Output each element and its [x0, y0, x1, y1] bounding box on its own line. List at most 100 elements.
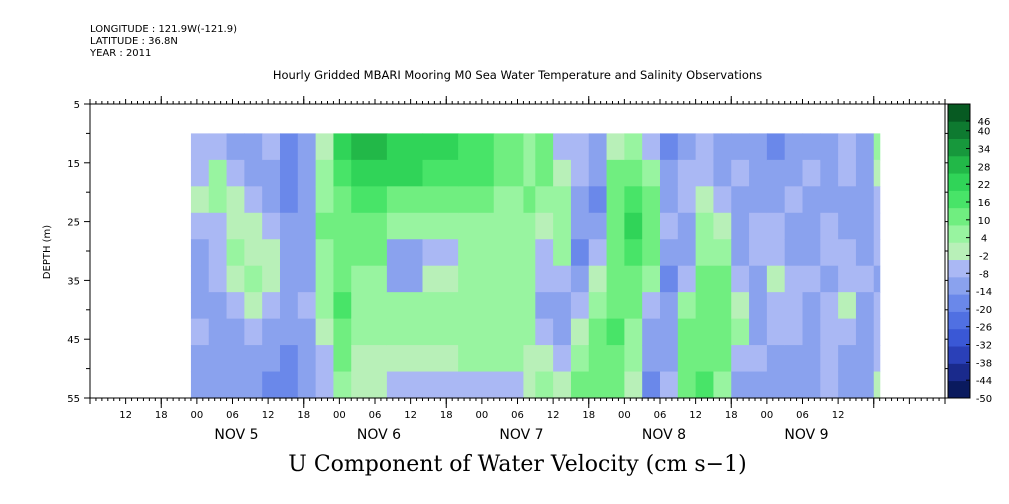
x-hour-label: 12: [547, 410, 560, 421]
heatmap-cell: [588, 186, 608, 214]
heatmap-cell: [820, 159, 839, 187]
heatmap-cell: [226, 239, 245, 267]
heatmap-cell: [749, 318, 768, 346]
heatmap-cell: [208, 186, 228, 214]
heatmap-cell: [642, 371, 661, 399]
heatmap-cell: [351, 371, 388, 399]
heatmap-cell: [190, 186, 210, 214]
heatmap-cell: [493, 239, 525, 267]
colorbar-label: -44: [976, 376, 992, 387]
colorbar-label: 40: [978, 127, 991, 138]
heatmap-cell: [784, 159, 804, 187]
heatmap-cell: [422, 318, 459, 346]
heatmap-cell: [570, 212, 590, 240]
heatmap-cell: [535, 371, 554, 399]
heatmap-cell: [766, 345, 786, 373]
heatmap-cell: [493, 371, 525, 399]
heatmap-cell: [855, 239, 875, 267]
heatmap-cell: [297, 133, 317, 161]
heatmap-cell: [523, 212, 536, 240]
heatmap-cell: [535, 186, 554, 214]
heatmap-cell: [838, 318, 857, 346]
heatmap-cell: [642, 133, 661, 161]
heatmap-cell: [493, 133, 525, 161]
x-day-label: NOV 9: [784, 427, 828, 443]
y-tick-label: 55: [67, 394, 80, 405]
heatmap-cell: [226, 265, 245, 293]
heatmap-cell: [749, 186, 768, 214]
heatmap-cell: [695, 265, 715, 293]
heatmap-cell: [280, 239, 299, 267]
y-tick-label: 15: [67, 159, 80, 170]
heatmap-cell: [677, 133, 697, 161]
x-hour-label: 18: [582, 410, 595, 421]
colorbar-swatch: [948, 311, 970, 330]
heatmap-cell: [660, 212, 679, 240]
heatmap-cell: [422, 186, 459, 214]
colorbar-label: -14: [976, 287, 992, 298]
heatmap-cell: [784, 371, 804, 399]
heatmap-cell: [838, 265, 857, 293]
heatmap-cell: [749, 133, 768, 161]
x-hour-label: 12: [404, 410, 417, 421]
heatmap-cell: [695, 239, 715, 267]
heatmap-cell: [333, 292, 352, 320]
heatmap-cell: [624, 265, 643, 293]
heatmap-cell: [802, 318, 821, 346]
x-hour-label: 18: [440, 410, 453, 421]
heatmap-cell: [624, 239, 643, 267]
heatmap-cell: [838, 371, 857, 399]
heatmap-cell: [493, 186, 525, 214]
year-label: YEAR : 2011: [90, 48, 152, 59]
heatmap-cell: [766, 371, 786, 399]
y-tick-label: 45: [67, 335, 80, 346]
heatmap-cell: [624, 371, 643, 399]
colorbar-swatch: [948, 190, 970, 209]
heatmap-cell: [838, 292, 857, 320]
heatmap-cell: [855, 133, 875, 161]
heatmap-cell: [535, 239, 554, 267]
heatmap-cell: [570, 186, 590, 214]
heatmap-cell: [523, 265, 536, 293]
heatmap-cell: [553, 212, 572, 240]
colorbar-label: 46: [978, 117, 991, 128]
x-day-label: NOV 8: [642, 427, 686, 443]
heatmap-cell: [244, 239, 263, 267]
colorbar-label: -26: [976, 323, 992, 334]
heatmap-cell: [315, 345, 335, 373]
heatmap-cell: [523, 318, 536, 346]
heatmap-cell: [315, 292, 335, 320]
heatmap-cell: [677, 186, 697, 214]
heatmap-cell: [226, 292, 245, 320]
heatmap-cell: [553, 318, 572, 346]
heatmap-cell: [802, 292, 821, 320]
heatmap-cell: [333, 318, 352, 346]
y-tick-label: 5: [74, 100, 80, 111]
heatmap-cell: [784, 133, 804, 161]
heatmap-cell: [244, 133, 263, 161]
heatmap-cell: [820, 318, 839, 346]
heatmap-cell: [642, 186, 661, 214]
heatmap-cell: [855, 318, 875, 346]
heatmap-cell: [695, 292, 715, 320]
colorbar-swatch: [948, 138, 970, 157]
heatmap-cell: [262, 318, 281, 346]
heatmap-cell: [713, 133, 732, 161]
heatmap-cell: [677, 318, 697, 346]
heatmap-cell: [838, 345, 857, 373]
heatmap-cell: [660, 265, 679, 293]
heatmap-cell: [606, 318, 625, 346]
latitude-label: LATITUDE : 36.8N: [90, 36, 178, 47]
heatmap-cell: [695, 318, 715, 346]
heatmap-cell: [315, 239, 335, 267]
heatmap-cell: [624, 292, 643, 320]
heatmap-cell: [386, 239, 424, 267]
x-hour-label: 06: [511, 410, 524, 421]
heatmap-cell: [262, 159, 281, 187]
heatmap-cell: [660, 159, 679, 187]
heatmap-cell: [553, 292, 572, 320]
heatmap-cell: [280, 292, 299, 320]
heatmap-cell: [570, 318, 590, 346]
heatmap-cell: [731, 292, 750, 320]
colorbar-swatch: [948, 155, 970, 174]
